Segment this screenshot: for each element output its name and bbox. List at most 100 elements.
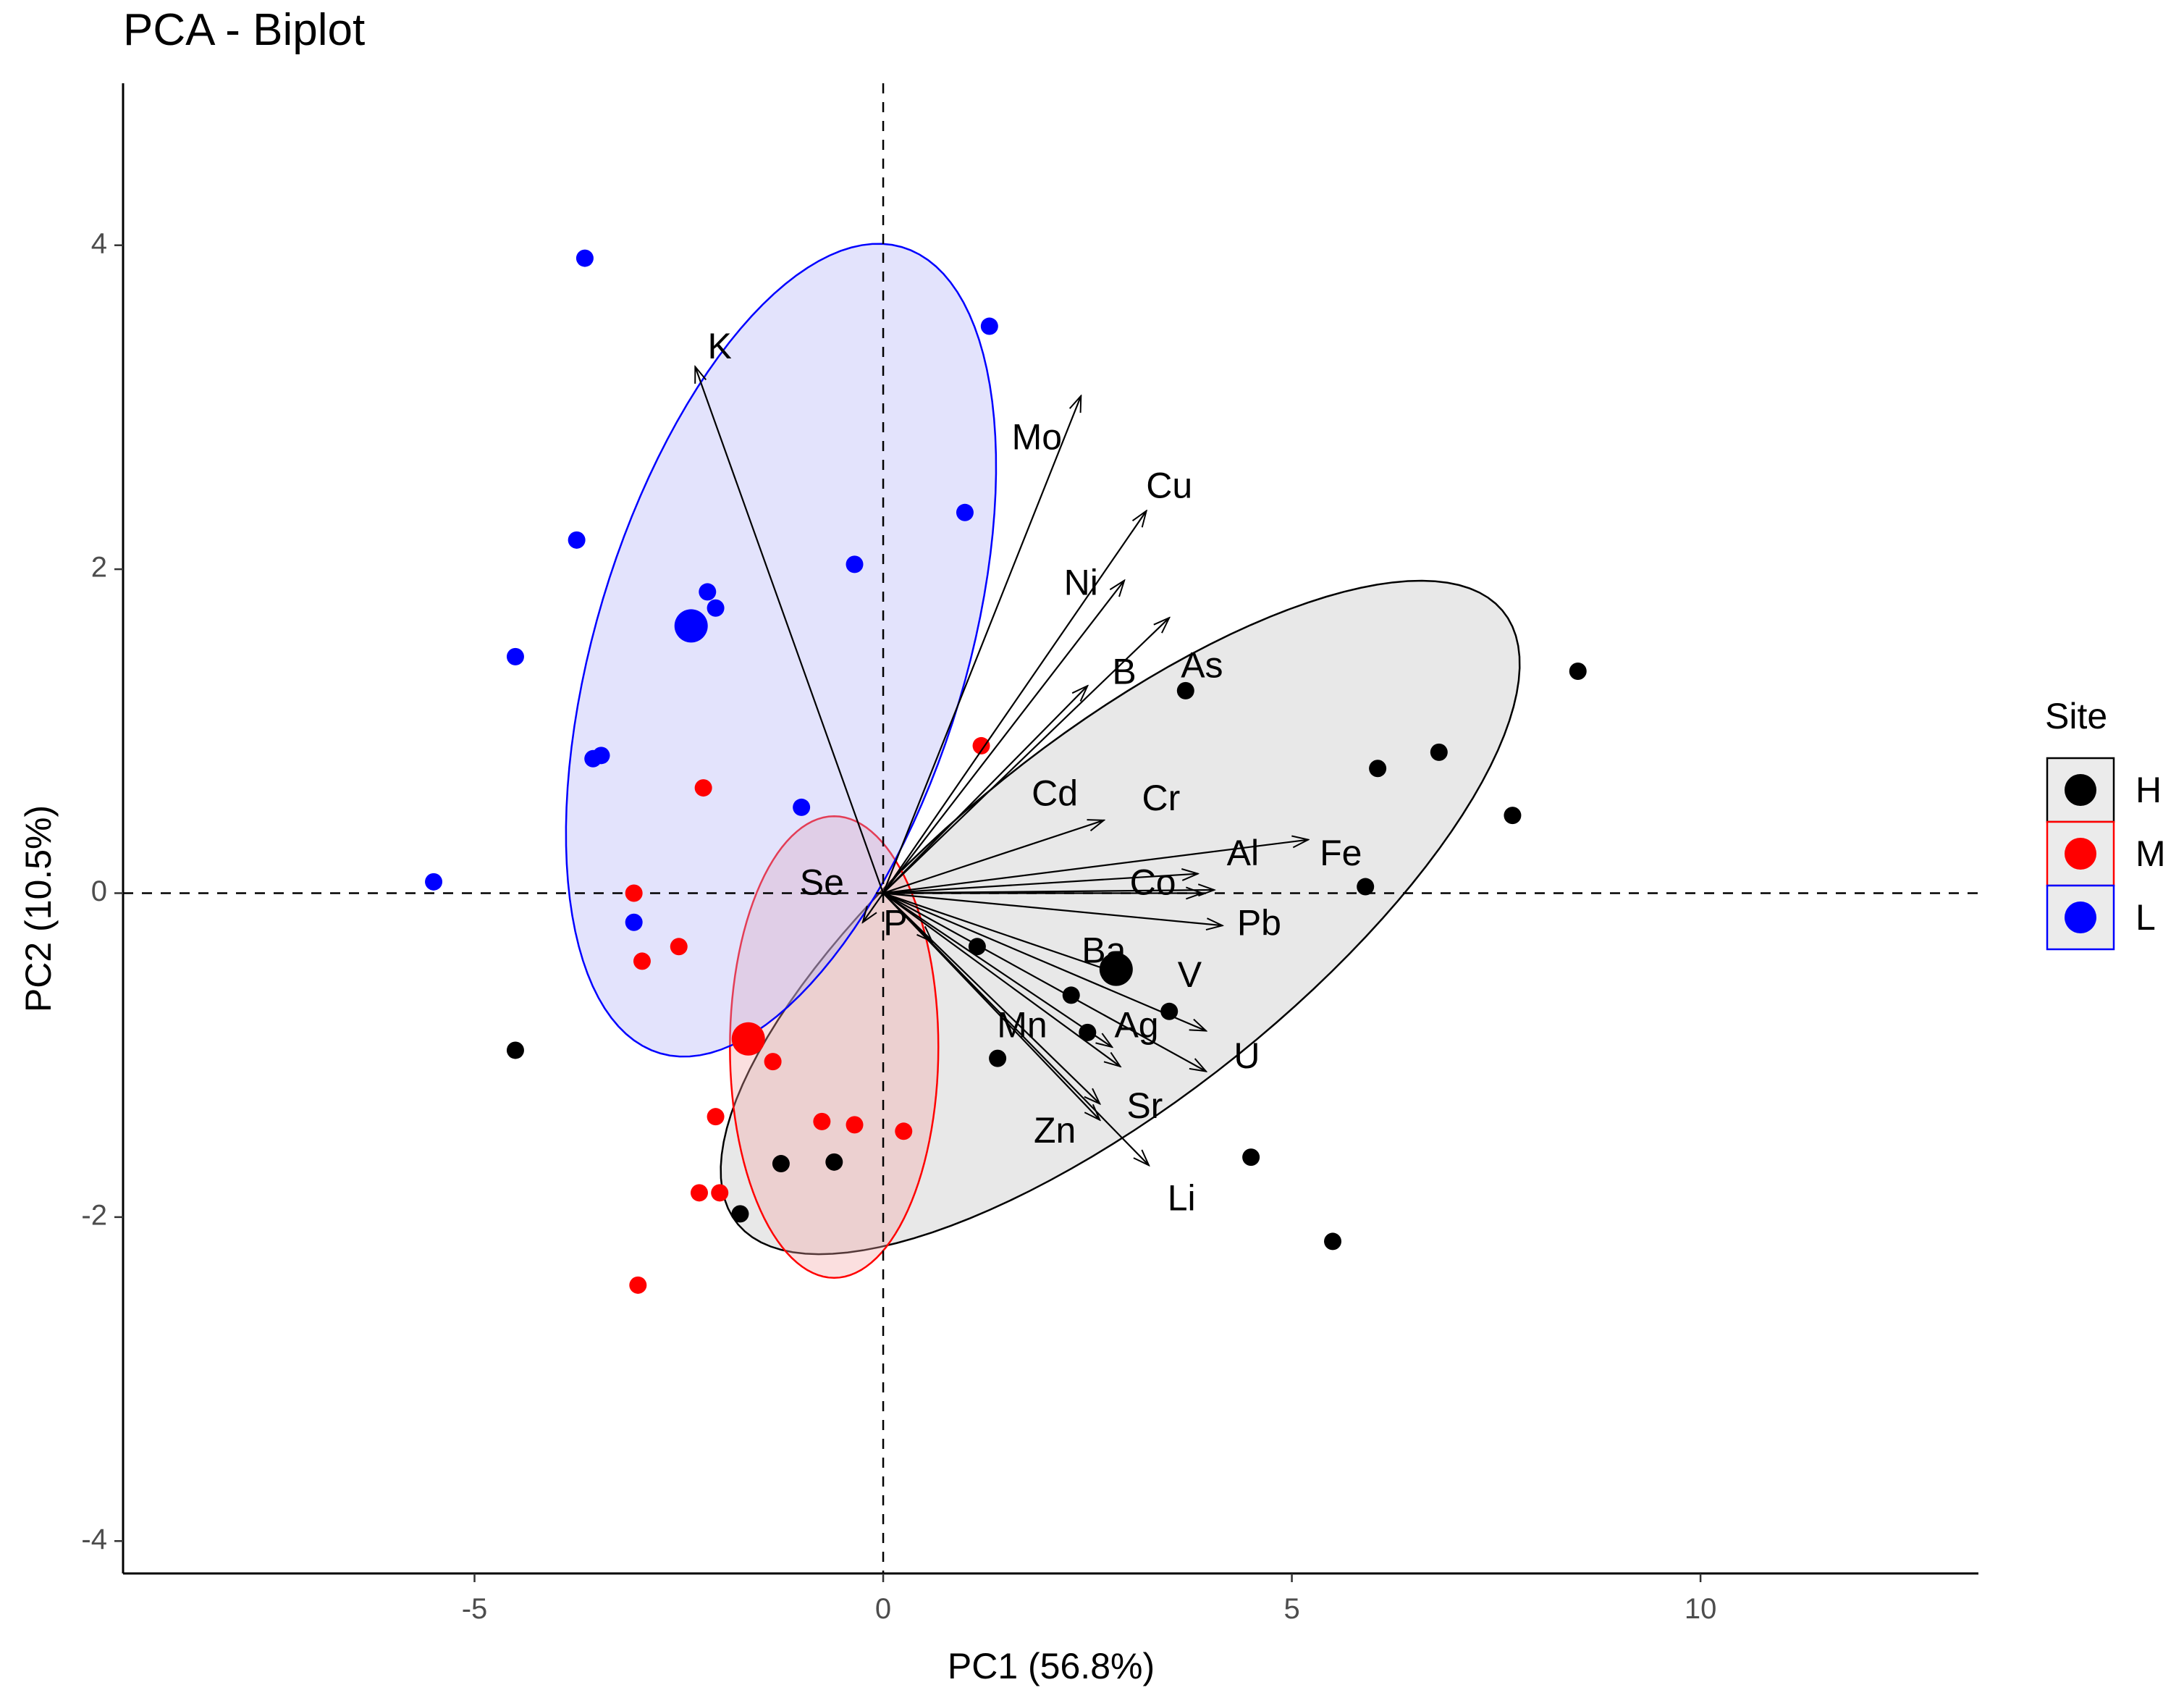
point-H-12 [1324, 1232, 1342, 1251]
legend-label-L: L [2135, 897, 2156, 938]
point-H-5 [1176, 681, 1194, 699]
variable-label-Ag: Ag [1114, 1004, 1158, 1045]
variable-label-Li: Li [1168, 1178, 1196, 1219]
point-H-2 [1430, 743, 1448, 761]
legend-label-H: H [2135, 770, 2162, 810]
point-H-14 [772, 1155, 790, 1173]
centroid-L [674, 609, 708, 643]
y-tick-label-2: 0 [91, 875, 107, 907]
point-L-3 [956, 503, 974, 521]
variable-label-Cr: Cr [1142, 778, 1181, 818]
variable-label-Sr: Sr [1126, 1085, 1163, 1126]
point-H-4 [1357, 878, 1375, 896]
variable-label-Co: Co [1130, 862, 1176, 902]
variable-label-Mo: Mo [1012, 416, 1062, 457]
x-axis-title: PC1 (56.8%) [948, 1646, 1155, 1686]
y-axis-ticks: -4 -2 0 2 4 [81, 227, 123, 1555]
point-H-11 [1242, 1148, 1260, 1167]
arrow-Ni [882, 581, 1124, 894]
point-H-15 [825, 1153, 843, 1171]
x-axis-ticks: -5 0 5 10 [462, 1573, 1717, 1625]
point-M-12 [629, 1276, 647, 1294]
x-tick-label-0: -5 [462, 1593, 488, 1625]
arrow-B [882, 618, 1169, 894]
legend-marker-H [2065, 774, 2096, 806]
variable-label-Fe: Fe [1320, 833, 1362, 873]
x-tick-label-3: 10 [1685, 1593, 1717, 1625]
point-M-11 [711, 1184, 729, 1202]
point-L-2 [568, 531, 586, 549]
point-H-13 [506, 1041, 524, 1059]
variable-label-Al: Al [1227, 833, 1259, 873]
point-M-8 [846, 1116, 864, 1134]
y-tick-label-1: -2 [81, 1199, 107, 1231]
point-M-2 [625, 884, 643, 902]
variable-label-Cd: Cd [1032, 773, 1078, 813]
point-M-4 [670, 938, 688, 956]
variable-label-U: U [1234, 1035, 1260, 1076]
point-M-9 [895, 1122, 913, 1140]
point-L-7 [506, 647, 524, 665]
variable-label-As: As [1181, 645, 1223, 686]
point-L-9 [584, 749, 602, 768]
variable-label-Zn: Zn [1034, 1110, 1076, 1151]
point-L-10 [793, 798, 811, 816]
legend: Site HML [2045, 696, 2166, 951]
x-tick-label-2: 5 [1283, 1593, 1299, 1625]
x-tick-label-1: 0 [875, 1593, 891, 1625]
axes [122, 83, 1978, 1575]
variable-label-Ba: Ba [1082, 930, 1126, 970]
variable-labels: K Mo Cu Ni B As Cd Cr Al Fe Co Pb Ba V Ag Mn U Sr Zn Li Se P [708, 326, 1362, 1219]
group-centroids [674, 609, 1133, 1056]
point-L-1 [980, 317, 998, 335]
point-H-0 [1569, 663, 1587, 681]
y-tick-label-3: 2 [91, 552, 107, 584]
point-L-4 [846, 555, 864, 573]
point-M-7 [813, 1112, 831, 1130]
variable-label-K: K [708, 326, 732, 366]
arrow-U [882, 892, 1206, 1071]
confidence-ellipses [565, 243, 1521, 1279]
variable-label-B: B [1112, 652, 1136, 692]
arrow-Mo [882, 396, 1081, 894]
arrow-K [695, 366, 885, 894]
arrow-P [882, 892, 932, 941]
arrow-Fe [882, 840, 1308, 894]
point-L-11 [425, 873, 443, 891]
point-H-1 [1369, 760, 1387, 778]
arrow-Cd [882, 820, 1104, 894]
point-L-12 [625, 913, 643, 931]
arrow-Ba [882, 892, 1120, 974]
variable-label-Ni: Ni [1064, 563, 1098, 603]
point-L-6 [707, 599, 725, 617]
variable-label-Se: Se [800, 862, 844, 902]
arrow-Cu [882, 511, 1147, 894]
point-H-9 [1160, 1002, 1179, 1020]
point-M-6 [707, 1108, 725, 1126]
centroid-M [731, 1022, 765, 1056]
variable-label-Pb: Pb [1237, 902, 1281, 943]
arrow-As [882, 686, 1087, 894]
point-H-10 [989, 1049, 1007, 1067]
arrow-V [882, 892, 1206, 1030]
legend-marker-M [2065, 838, 2096, 870]
variable-label-Cu: Cu [1146, 465, 1192, 505]
legend-marker-L [2065, 901, 2096, 933]
point-M-1 [694, 779, 712, 797]
y-axis-title: PC2 (10.5%) [18, 805, 59, 1012]
point-L-5 [699, 583, 717, 601]
arrow-Se [863, 892, 884, 922]
legend-title: Site [2045, 696, 2107, 736]
y-tick-label-0: -4 [81, 1523, 107, 1555]
point-M-0 [972, 736, 990, 755]
arrow-Pb [882, 892, 1223, 925]
legend-label-M: M [2135, 833, 2166, 874]
point-H-7 [1062, 986, 1080, 1004]
point-M-10 [690, 1184, 708, 1202]
y-tick-label-4: 4 [91, 227, 107, 259]
arrow-Ag [882, 892, 1112, 1047]
variable-label-V: V [1178, 954, 1202, 995]
variable-label-Mn: Mn [997, 1004, 1047, 1045]
chart-title: PCA - Biplot [123, 5, 365, 55]
